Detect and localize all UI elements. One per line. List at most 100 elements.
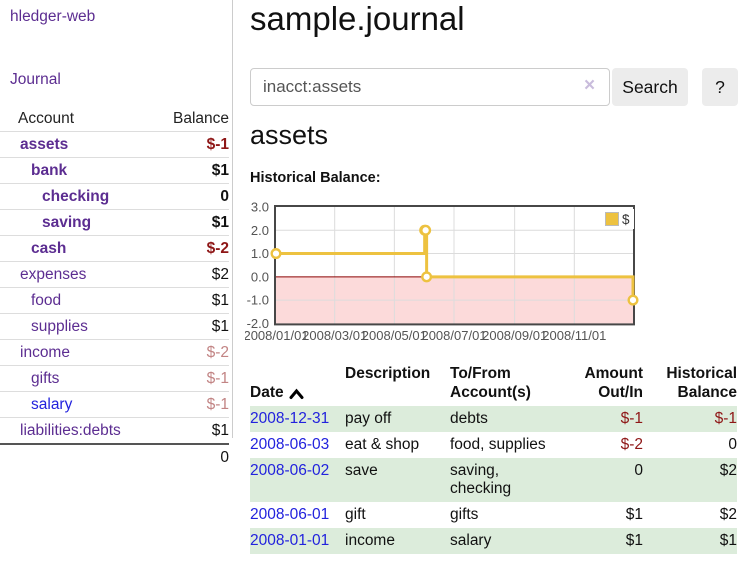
search-button[interactable]: Search (612, 68, 688, 106)
transaction-date-link[interactable]: 2008-06-02 (250, 462, 330, 479)
register-description-cell: income (345, 528, 450, 554)
search-input[interactable] (250, 68, 610, 106)
register-accounts-cell: food, supplies (450, 436, 546, 453)
register-date-cell: 2008-01-01 (250, 528, 345, 554)
register-amount-cell: $-2 (620, 436, 643, 453)
register-row: 2008-12-31 pay off debts $-1 $-1 (250, 406, 737, 432)
register-amount-cell: 0 (568, 458, 643, 502)
account-link[interactable]: supplies (31, 318, 88, 335)
account-link[interactable]: assets (20, 136, 69, 153)
accounts-total-value: 0 (220, 449, 229, 466)
account-balance: $-2 (138, 235, 229, 262)
description-column-header: Description (345, 365, 431, 382)
register-header-row: Date Description To/From Account(s) Amou… (250, 362, 737, 406)
register-amount-cell: $1 (568, 528, 643, 554)
transaction-date-link[interactable]: 2008-01-01 (250, 532, 330, 549)
account-balance: $1 (138, 417, 229, 445)
register-balance-cell: $1 (643, 528, 737, 554)
account-link[interactable]: food (31, 292, 62, 309)
account-row: income $-2 (0, 339, 229, 366)
register-row: 2008-06-01 gift gifts $1 $2 (250, 502, 737, 528)
account-balance: $1 (138, 287, 229, 314)
register-balance-cell: $-1 (643, 406, 737, 432)
account-row: checking 0 (0, 183, 229, 210)
account-row: cash $-2 (0, 235, 229, 262)
svg-text:2008/07/01: 2008/07/01 (421, 328, 486, 343)
accounts-table: Account Balance assets $-1 bank $1 checking 0… (0, 106, 229, 470)
balance-column-header-register: Historical Balance (666, 365, 737, 401)
account-balance: 0 (138, 183, 229, 210)
account-balance: $-2 (138, 339, 229, 366)
account-column-header: Account (0, 106, 138, 132)
account-row: saving $1 (0, 209, 229, 236)
account-row: bank $1 (0, 157, 229, 184)
amount-column-header: Amount Out/In (584, 365, 643, 401)
register-balance-cell: 0 (728, 436, 737, 453)
svg-text:-2.0: -2.0 (247, 316, 269, 331)
register-balance-cell: $2 (719, 506, 737, 523)
account-row: expenses $2 (0, 261, 229, 288)
register-date-cell: 2008-06-01 (250, 502, 345, 528)
date-header-label: Date (250, 384, 284, 401)
help-button[interactable]: ? (702, 68, 738, 106)
register-description-cell: eat & shop (345, 436, 420, 453)
register-date-cell: 2008-06-02 (250, 458, 345, 502)
account-balance: $-1 (138, 131, 229, 158)
account-link[interactable]: income (20, 344, 70, 361)
account-link[interactable]: gifts (31, 370, 60, 387)
register-description-cell: gift (345, 506, 366, 523)
app-brand-link[interactable]: hledger-web (10, 8, 96, 25)
account-link[interactable]: saving (42, 214, 92, 231)
account-link[interactable]: expenses (20, 266, 87, 283)
account-balance: $-1 (138, 391, 229, 418)
chart-title: Historical Balance: (250, 170, 381, 186)
account-link[interactable]: salary (31, 396, 73, 413)
svg-text:$: $ (622, 212, 630, 227)
accounts-column-header: To/From Account(s) (450, 365, 531, 401)
register-row: 2008-01-01 income salary $1 $1 (250, 528, 737, 554)
main-content: sample.journal × Search ? assets Histori… (243, 0, 742, 582)
account-link[interactable]: liabilities:debts (20, 422, 121, 439)
register-description-cell: save (345, 458, 450, 502)
sort-ascending-icon (289, 388, 304, 399)
historical-balance-chart[interactable]: 3.0 2.0 1.0 0.0 -1.0 -2.0 2008/01/01 2008/03/01… (243, 200, 740, 348)
account-row: salary $-1 (0, 391, 229, 418)
account-balance: $1 (138, 313, 229, 340)
transaction-date-link[interactable]: 2008-06-01 (250, 506, 330, 523)
account-link[interactable]: checking (42, 188, 110, 205)
sidebar: hledger-web Journal Account Balance asse… (0, 0, 233, 466)
register-accounts-cell: saving, checking (450, 458, 568, 502)
account-row: supplies $1 (0, 313, 229, 340)
account-row: assets $-1 (0, 131, 229, 158)
svg-text:2008/03/01: 2008/03/01 (302, 328, 367, 343)
balance-column-header: Balance (138, 106, 229, 132)
accounts-header-row: Account Balance (0, 106, 229, 132)
account-balance: $-1 (138, 365, 229, 392)
register-accounts-cell: salary (450, 528, 568, 554)
register-description-cell: pay off (345, 406, 450, 432)
account-link[interactable]: bank (31, 162, 68, 179)
svg-text:2008/01/01: 2008/01/01 (245, 328, 309, 343)
page-title: sample.journal (250, 0, 465, 37)
account-row: gifts $-1 (0, 365, 229, 392)
svg-text:0.0: 0.0 (251, 269, 269, 284)
svg-text:3.0: 3.0 (251, 200, 269, 215)
search-form: × Search ? (250, 68, 742, 106)
transaction-date-link[interactable]: 2008-12-31 (250, 410, 330, 427)
transaction-date-link[interactable]: 2008-06-03 (250, 436, 330, 453)
svg-text:1.0: 1.0 (251, 246, 269, 261)
svg-text:2008/11/01: 2008/11/01 (542, 328, 606, 343)
svg-text:2008/05/01: 2008/05/01 (362, 328, 427, 343)
account-balance: $1 (138, 209, 229, 236)
register-accounts-cell: debts (450, 406, 568, 432)
register-amount-cell: $-1 (568, 406, 643, 432)
account-link[interactable]: cash (31, 240, 67, 257)
date-column-header[interactable]: Date (250, 362, 345, 406)
account-balance: $2 (138, 261, 229, 288)
register-row: 2008-06-03 eat & shop food, supplies $-2 0 (250, 432, 737, 458)
account-row: liabilities:debts $1 (0, 417, 229, 445)
sidebar-item-journal[interactable]: Journal (10, 71, 61, 88)
svg-text:-1.0: -1.0 (247, 293, 269, 308)
register-date-cell: 2008-06-03 (250, 432, 345, 458)
clear-search-icon[interactable]: × (584, 75, 596, 96)
